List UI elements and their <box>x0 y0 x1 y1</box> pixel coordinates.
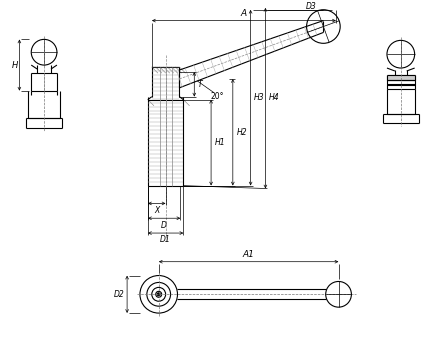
Text: H: H <box>11 61 17 70</box>
Text: H4: H4 <box>269 93 279 102</box>
Text: T: T <box>198 80 203 89</box>
Text: 20°: 20° <box>210 92 224 101</box>
Text: D3: D3 <box>306 2 317 11</box>
Text: H3: H3 <box>254 93 265 102</box>
Text: H2: H2 <box>236 128 247 137</box>
Text: D2: D2 <box>114 290 125 299</box>
Text: A1: A1 <box>243 250 255 259</box>
Text: X: X <box>154 206 160 215</box>
Circle shape <box>157 293 160 296</box>
Text: A: A <box>241 9 247 18</box>
Bar <box>387 75 415 80</box>
Text: D1: D1 <box>160 235 171 245</box>
Text: D: D <box>161 221 167 230</box>
Text: H1: H1 <box>215 138 225 147</box>
